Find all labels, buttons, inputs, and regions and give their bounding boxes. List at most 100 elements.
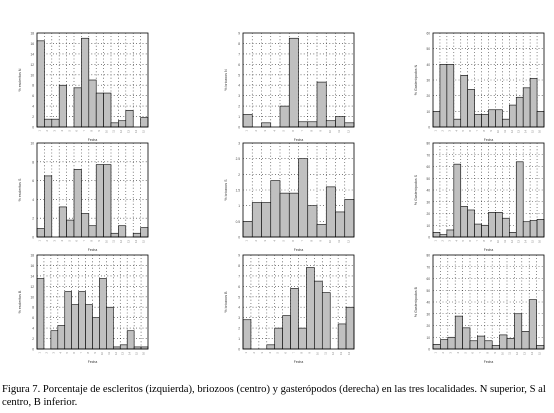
x-tick-label: 13 (517, 239, 521, 242)
x-axis-label: Fecha (294, 248, 304, 252)
x-tick-label: 13 (121, 351, 125, 354)
x-tick-label: 10 (496, 239, 500, 242)
x-tick-label: 2 (441, 351, 445, 353)
plot-frame (36, 254, 149, 350)
y-axis-label: % escleritos N (18, 68, 22, 91)
y-tick-label: 10 (30, 73, 34, 77)
bar (529, 220, 538, 238)
y-tick-label: 0 (32, 126, 34, 130)
x-tick-label: 10 (328, 239, 332, 242)
bar (454, 315, 463, 350)
y-tick-label: 20 (426, 94, 430, 98)
bar (242, 319, 252, 350)
bar (36, 40, 45, 128)
bar (321, 292, 331, 350)
bar (514, 313, 523, 350)
x-tick-label: 9 (97, 239, 101, 241)
x-tick-label: 8 (309, 129, 313, 131)
y-axis-label: % escleritos S (18, 178, 22, 201)
bar (88, 79, 97, 128)
bar (522, 87, 531, 128)
x-tick-label: 2 (44, 351, 48, 353)
plot-frame (242, 142, 355, 238)
bar (515, 161, 524, 238)
x-tick-label: 11 (337, 129, 341, 132)
x-tick-label: 16 (142, 351, 146, 354)
x-tick-label: 13 (127, 239, 131, 242)
y-tick-label: 0.5 (236, 220, 241, 224)
y-tick-label: 0 (238, 348, 240, 352)
bar (432, 343, 441, 350)
y-tick-label: 5 (238, 295, 240, 299)
bar (140, 117, 149, 128)
bar (106, 306, 114, 350)
bar (481, 224, 489, 238)
x-tick-label: 6 (75, 129, 79, 131)
bar (110, 122, 119, 128)
x-tick-label: 15 (141, 129, 145, 132)
bar (51, 118, 60, 128)
plot-frame (432, 142, 545, 238)
bar (306, 267, 315, 350)
bar (95, 92, 104, 128)
x-tick-label: 12 (510, 239, 514, 242)
bar (242, 221, 253, 238)
bar (282, 315, 291, 350)
x-tick-label: 7 (478, 351, 482, 353)
bar (477, 335, 486, 350)
bar (502, 118, 510, 128)
bar (290, 288, 299, 350)
bar (103, 164, 112, 238)
y-tick-label: 2 (32, 115, 34, 119)
bar (64, 291, 72, 350)
x-tick-label: 3 (263, 239, 267, 241)
x-tick-label: 13 (523, 351, 527, 354)
bar (474, 223, 482, 238)
bar (316, 224, 327, 238)
x-tick-label: 3 (263, 129, 267, 131)
bar (528, 299, 537, 350)
x-tick-label: 12 (114, 351, 118, 354)
y-tick-label: 5 (238, 73, 240, 77)
bar (36, 278, 45, 350)
y-tick-label: 18 (30, 32, 34, 36)
x-tick-label: 16 (538, 129, 542, 132)
x-tick-label: 1 (38, 129, 42, 131)
bar (460, 206, 468, 238)
bar (103, 92, 112, 128)
x-tick-label: 8 (486, 351, 490, 353)
bar (446, 229, 455, 238)
bar (85, 304, 93, 350)
y-tick-label: 7 (238, 274, 240, 278)
bar (71, 304, 79, 350)
bar (440, 339, 449, 350)
x-tick-label: 3 (53, 239, 57, 241)
y-tick-label: 70 (426, 265, 430, 269)
y-tick-label: 2 (238, 173, 240, 177)
bar (536, 111, 545, 128)
bar (335, 211, 346, 238)
bar (307, 121, 318, 128)
x-tick-label: 6 (284, 351, 288, 353)
x-tick-label: 11 (323, 351, 327, 354)
x-tick-label: 15 (531, 129, 535, 132)
bar (491, 345, 500, 350)
y-tick-label: 2 (32, 217, 34, 221)
x-tick-label: 11 (337, 239, 341, 242)
x-tick-label: 3 (447, 239, 451, 241)
y-tick-label: 0 (428, 126, 430, 130)
y-tick-label: 3 (238, 94, 240, 98)
y-axis-label: % briozoos N (224, 69, 228, 91)
y-tick-label: 40 (426, 189, 430, 193)
x-tick-label: 9 (319, 239, 323, 241)
x-axis-label: Fecha (88, 138, 98, 142)
x-tick-label: 5 (463, 351, 467, 353)
bar (132, 232, 141, 238)
y-tick-label: 6 (32, 179, 34, 183)
y-tick-label: 6 (32, 94, 34, 98)
bar (481, 114, 489, 128)
